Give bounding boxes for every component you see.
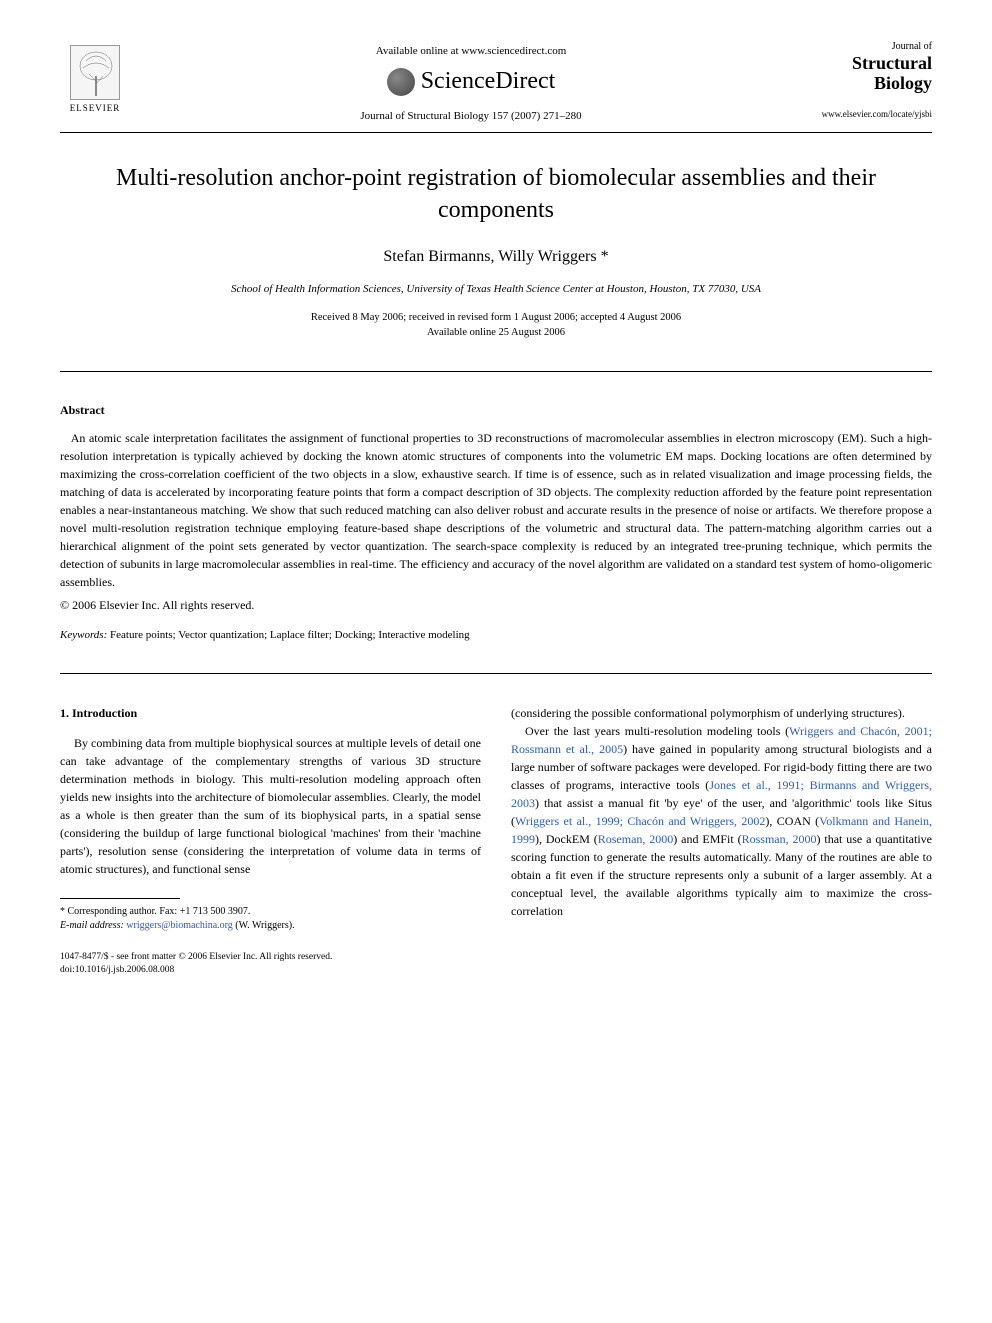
- keywords-text: Feature points; Vector quantization; Lap…: [107, 629, 469, 641]
- affiliation: School of Health Information Sciences, U…: [60, 282, 932, 297]
- elsevier-label: ELSEVIER: [70, 102, 121, 115]
- intro-paragraph-1: By combining data from multiple biophysi…: [60, 734, 481, 878]
- column-left: 1. Introduction By combining data from m…: [60, 704, 481, 978]
- abstract-top-rule: [60, 371, 932, 372]
- journal-of-label: Journal of: [812, 40, 932, 54]
- doi-line: doi:10.1016/j.jsb.2006.08.008: [60, 965, 174, 975]
- sciencedirect-text: ScienceDirect: [421, 65, 556, 99]
- abstract-body: An atomic scale interpretation facilitat…: [60, 431, 932, 589]
- elsevier-logo: ELSEVIER: [60, 40, 130, 120]
- intro-paragraph-2: Over the last years multi-resolution mod…: [511, 722, 932, 920]
- article-title: Multi-resolution anchor-point registrati…: [60, 163, 932, 225]
- email-link[interactable]: wriggers@biomachina.org: [124, 920, 233, 931]
- header-row: ELSEVIER Available online at www.science…: [60, 40, 932, 124]
- available-date: Available online 25 August 2006: [427, 327, 565, 338]
- abstract-text: An atomic scale interpretation facilitat…: [60, 429, 932, 591]
- header-rule: [60, 132, 932, 133]
- sciencedirect-logo: ScienceDirect: [130, 65, 812, 99]
- email-suffix: (W. Wriggers).: [233, 920, 295, 931]
- ref-link-6[interactable]: Rossman, 2000: [742, 832, 817, 846]
- corresponding-text: * Corresponding author. Fax: +1 713 500 …: [60, 906, 250, 917]
- abstract-heading: Abstract: [60, 402, 932, 419]
- elsevier-tree-icon: [70, 45, 120, 100]
- author-list: Stefan Birmanns, Willy Wriggers *: [60, 246, 932, 268]
- journal-name-2: Biology: [812, 74, 932, 94]
- email-label: E-mail address:: [60, 920, 124, 931]
- corresponding-author-footnote: * Corresponding author. Fax: +1 713 500 …: [60, 905, 481, 933]
- section-heading: 1. Introduction: [60, 704, 481, 722]
- sciencedirect-icon: [387, 68, 415, 96]
- keywords-label: Keywords:: [60, 629, 107, 641]
- abstract-copyright: © 2006 Elsevier Inc. All rights reserved…: [60, 597, 932, 614]
- intro-paragraph-1-cont: (considering the possible conformational…: [511, 704, 932, 722]
- footnote-separator: [60, 898, 180, 899]
- keywords-line: Keywords: Feature points; Vector quantiz…: [60, 628, 932, 643]
- article-dates: Received 8 May 2006; received in revised…: [60, 310, 932, 342]
- received-date: Received 8 May 2006; received in revised…: [311, 312, 681, 323]
- journal-citation: Journal of Structural Biology 157 (2007)…: [130, 109, 812, 124]
- ref-link-3[interactable]: Wriggers et al., 1999; Chacón and Wrigge…: [515, 814, 765, 828]
- ref-link-5[interactable]: Roseman, 2000: [598, 832, 674, 846]
- journal-name-1: Structural: [812, 54, 932, 74]
- journal-logo-box: Journal of Structural Biology www.elsevi…: [812, 40, 932, 120]
- column-right: (considering the possible conformational…: [511, 704, 932, 978]
- body-columns: 1. Introduction By combining data from m…: [60, 704, 932, 978]
- center-header: Available online at www.sciencedirect.co…: [130, 40, 812, 124]
- available-online-text: Available online at www.sciencedirect.co…: [130, 44, 812, 59]
- issn-line: 1047-8477/$ - see front matter © 2006 El…: [60, 952, 332, 962]
- journal-url: www.elsevier.com/locate/yjsbi: [812, 108, 932, 121]
- bottom-meta: 1047-8477/$ - see front matter © 2006 El…: [60, 951, 481, 978]
- abstract-bottom-rule: [60, 673, 932, 674]
